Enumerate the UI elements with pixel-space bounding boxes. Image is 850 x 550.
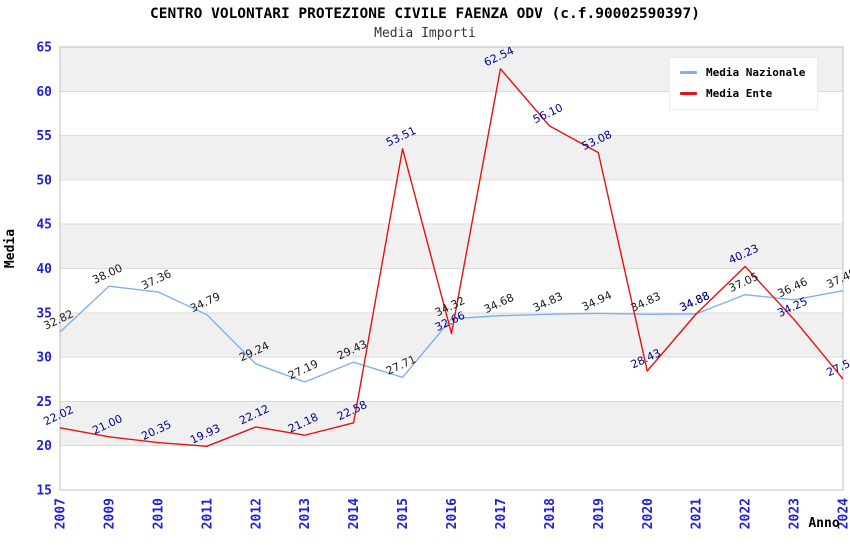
svg-text:40: 40 [36,262,52,277]
x-axis-title: Anno [808,516,839,531]
legend-swatch-icon [680,92,697,95]
x-axis-ticks: 2007 2009 2010 2011 2012 2013 2014 2015 2016 2017… [54,498,850,529]
svg-text:2014: 2014 [347,498,362,529]
svg-text:35: 35 [36,306,52,321]
legend-label: Media Ente [706,87,773,100]
svg-text:2023: 2023 [788,498,803,529]
svg-text:20: 20 [36,439,52,454]
legend-swatch-icon [680,71,697,74]
legend-label: Media Nazionale [706,66,806,79]
svg-text:2024: 2024 [837,498,850,529]
svg-text:2019: 2019 [592,498,607,529]
plot-background [60,47,843,490]
svg-text:2016: 2016 [445,498,460,529]
chart-title: CENTRO VOLONTARI PROTEZIONE CIVILE FAENZ… [150,6,700,22]
svg-text:2020: 2020 [641,498,656,529]
svg-text:45: 45 [36,218,52,233]
chart-subtitle: Media Importi [374,26,476,41]
svg-text:25: 25 [36,395,52,410]
svg-text:2007: 2007 [54,498,69,529]
legend: Media Nazionale Media Ente [670,58,818,109]
y-axis-title: Media [3,229,18,268]
svg-text:2021: 2021 [690,498,705,529]
svg-text:15: 15 [36,484,52,499]
svg-text:50: 50 [36,173,52,188]
svg-text:30: 30 [36,351,52,366]
svg-text:2018: 2018 [543,498,558,529]
plot-border [59,46,844,491]
svg-text:2013: 2013 [298,498,313,529]
svg-text:2012: 2012 [249,498,264,529]
svg-text:2015: 2015 [396,498,411,529]
legend-item-media-ente: Media Ente [680,87,805,100]
y-axis-ticks: 15 20 25 30 35 40 45 50 55 60 65 [36,41,52,499]
svg-text:2017: 2017 [494,498,509,529]
svg-text:65: 65 [36,41,52,56]
svg-text:2022: 2022 [739,498,754,529]
series-line-0 [59,285,844,383]
legend-item-media-nazionale: Media Nazionale [680,66,805,79]
svg-text:2011: 2011 [200,498,215,529]
svg-text:55: 55 [36,129,52,144]
svg-text:2010: 2010 [151,498,166,529]
svg-text:2009: 2009 [102,498,117,529]
svg-text:60: 60 [36,85,52,100]
series-line-1 [59,68,844,448]
